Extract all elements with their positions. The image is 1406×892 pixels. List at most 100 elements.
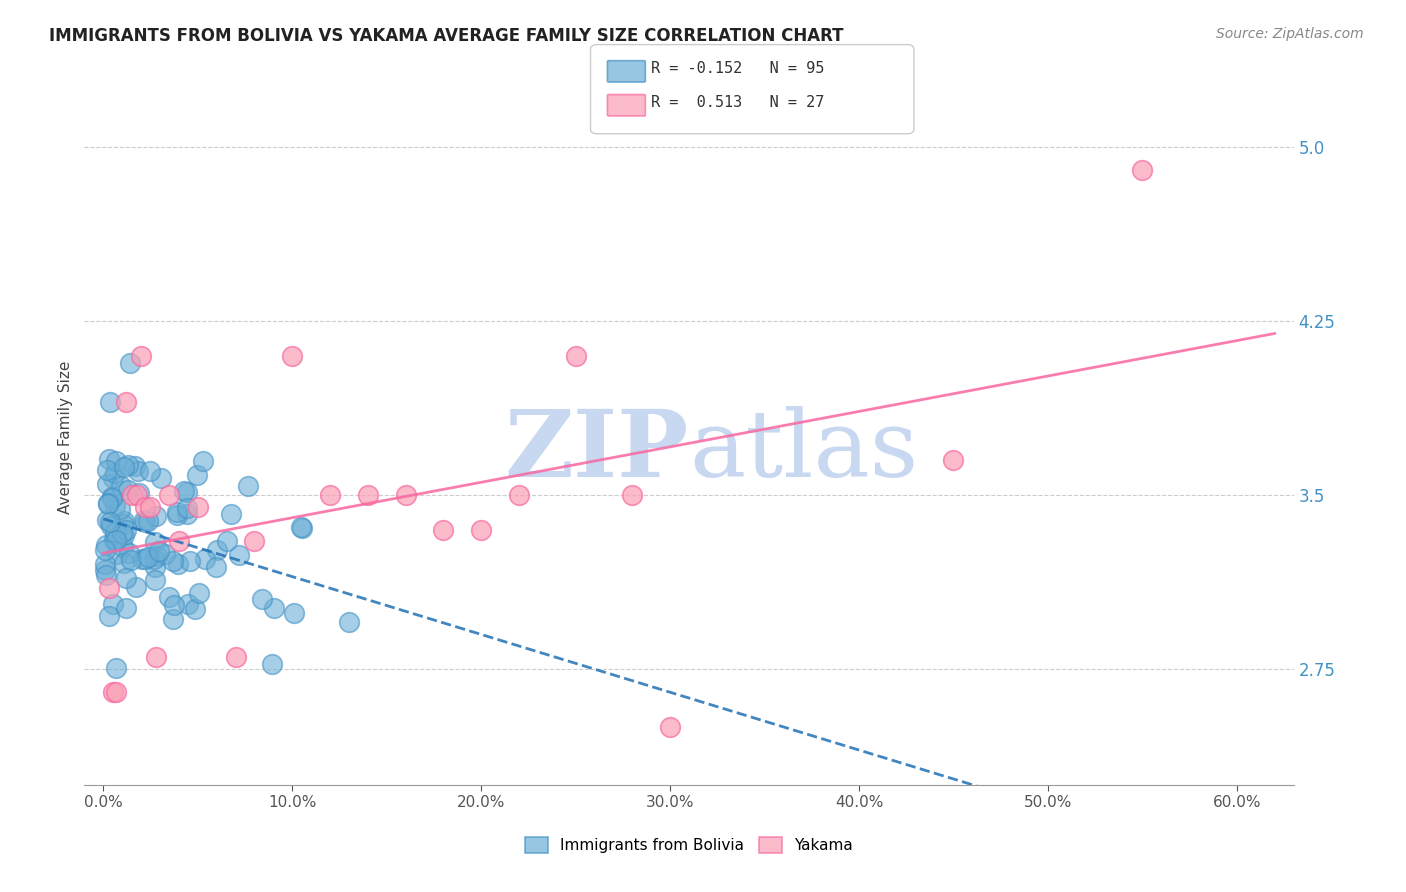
Point bbox=[94, 568, 117, 582]
Point bbox=[100, 490, 122, 504]
Point bbox=[139, 464, 162, 478]
Point bbox=[145, 650, 167, 665]
Point bbox=[281, 349, 304, 363]
Point bbox=[149, 471, 172, 485]
Point bbox=[134, 552, 156, 566]
Point bbox=[96, 512, 118, 526]
Point bbox=[104, 525, 127, 540]
Point bbox=[100, 519, 122, 533]
Point bbox=[659, 720, 682, 734]
Point bbox=[177, 597, 200, 611]
Point bbox=[228, 548, 250, 562]
Text: R = -0.152   N = 95: R = -0.152 N = 95 bbox=[651, 62, 824, 76]
Point bbox=[143, 535, 166, 549]
Point bbox=[105, 547, 128, 561]
Text: R =  0.513   N = 27: R = 0.513 N = 27 bbox=[651, 95, 824, 110]
Point bbox=[134, 515, 156, 529]
Point bbox=[104, 454, 127, 468]
Point bbox=[263, 601, 285, 615]
Point bbox=[291, 521, 314, 535]
Point bbox=[105, 685, 128, 699]
Point bbox=[94, 557, 117, 571]
Point bbox=[104, 466, 127, 480]
Point bbox=[357, 488, 380, 502]
Point bbox=[176, 500, 198, 515]
Point bbox=[394, 488, 416, 502]
Point bbox=[176, 507, 198, 521]
Point bbox=[252, 591, 274, 606]
Point bbox=[163, 598, 186, 612]
Point bbox=[111, 525, 134, 540]
Point bbox=[131, 552, 153, 566]
Point bbox=[100, 515, 122, 529]
Point bbox=[104, 533, 127, 548]
Point bbox=[98, 609, 121, 624]
Point bbox=[146, 549, 169, 563]
Point bbox=[112, 527, 135, 541]
Point bbox=[283, 606, 305, 620]
Point bbox=[153, 548, 176, 562]
Point bbox=[94, 564, 117, 578]
Point bbox=[110, 501, 132, 516]
Point bbox=[167, 557, 190, 571]
Point bbox=[260, 657, 283, 671]
Point bbox=[188, 585, 211, 599]
Point bbox=[111, 540, 134, 554]
Point bbox=[319, 488, 342, 502]
Text: ZIP: ZIP bbox=[505, 406, 689, 496]
Point bbox=[143, 559, 166, 574]
Point bbox=[117, 483, 139, 497]
Point bbox=[621, 488, 644, 502]
Point bbox=[97, 581, 120, 595]
Point bbox=[432, 523, 454, 537]
Point bbox=[207, 542, 229, 557]
Point bbox=[128, 486, 150, 500]
Point bbox=[129, 349, 152, 363]
Point bbox=[97, 497, 120, 511]
Point bbox=[167, 534, 190, 549]
Point bbox=[101, 685, 124, 699]
Point bbox=[97, 496, 120, 510]
Point bbox=[115, 395, 138, 409]
Point bbox=[193, 454, 215, 468]
Point bbox=[127, 488, 149, 502]
Point bbox=[127, 464, 149, 478]
Point bbox=[112, 514, 135, 528]
Point bbox=[148, 543, 170, 558]
Point bbox=[94, 543, 117, 558]
Legend: Immigrants from Bolivia, Yakama: Immigrants from Bolivia, Yakama bbox=[517, 830, 860, 861]
Point bbox=[179, 554, 201, 568]
Point bbox=[143, 574, 166, 588]
Point bbox=[193, 552, 215, 566]
Point bbox=[112, 556, 135, 570]
Point bbox=[117, 458, 139, 472]
Point bbox=[96, 477, 118, 491]
Point bbox=[470, 523, 492, 537]
Point bbox=[98, 394, 121, 409]
Point bbox=[205, 560, 228, 574]
Point bbox=[145, 509, 167, 524]
Point bbox=[166, 505, 188, 519]
Point bbox=[96, 463, 118, 477]
Point bbox=[139, 500, 162, 514]
Point bbox=[157, 590, 180, 604]
Point bbox=[219, 507, 242, 521]
Text: Source: ZipAtlas.com: Source: ZipAtlas.com bbox=[1216, 27, 1364, 41]
Point bbox=[508, 488, 530, 502]
Point bbox=[162, 612, 184, 626]
Point bbox=[1132, 163, 1154, 178]
Point bbox=[337, 615, 360, 629]
Point bbox=[120, 553, 142, 567]
Text: atlas: atlas bbox=[689, 406, 918, 496]
Point bbox=[101, 491, 124, 506]
Point bbox=[215, 534, 238, 549]
Point bbox=[290, 520, 312, 534]
Point bbox=[114, 523, 136, 537]
Point bbox=[104, 500, 127, 514]
Text: IMMIGRANTS FROM BOLIVIA VS YAKAMA AVERAGE FAMILY SIZE CORRELATION CHART: IMMIGRANTS FROM BOLIVIA VS YAKAMA AVERAG… bbox=[49, 27, 844, 45]
Point bbox=[184, 602, 207, 616]
Point bbox=[118, 546, 141, 560]
Point bbox=[94, 538, 117, 552]
Point bbox=[111, 517, 134, 532]
Point bbox=[176, 485, 198, 500]
